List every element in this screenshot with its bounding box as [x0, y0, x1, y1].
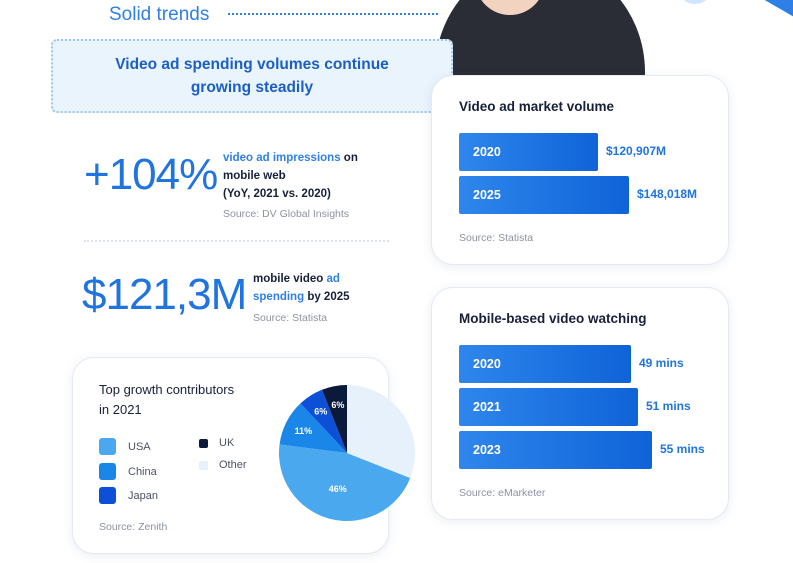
stat-impressions-after: on: [340, 152, 358, 164]
pie-label-usa: 46%: [329, 484, 347, 494]
watching-bar-2020: 2020: [459, 345, 631, 383]
legend-label-other: Other: [219, 459, 247, 471]
decorative-shape: [749, 0, 793, 22]
title-divider: [228, 13, 438, 15]
legend-swatch-other: [199, 461, 208, 470]
stat-spending-source: Source: Statista: [253, 312, 328, 324]
watching-bar-2021: 2021: [459, 388, 638, 426]
video-watching-card: Mobile-based video watching 2020 49 mins 2…: [431, 287, 729, 520]
video-watching-source: Source: eMarketer: [459, 487, 546, 499]
pie-slice-japan: [300, 389, 347, 453]
stat-impressions-source: Source: DV Global Insights: [223, 208, 350, 220]
watching-bar-2023: 2023: [459, 431, 652, 469]
growth-contributors-title: Top growth contributors in 2021: [99, 380, 234, 420]
legend-swatch-japan: [99, 487, 116, 504]
pie-slice-china: [279, 403, 347, 453]
market-value-2025: $148,018M: [637, 187, 698, 201]
headline-line-1: Video ad spending volumes continue: [115, 56, 389, 73]
stat-impressions-line3: (YoY, 2021 vs. 2020): [223, 188, 331, 200]
market-volume-card: Video ad market volume 2020 $120,907M 2025…: [431, 75, 729, 265]
stat-impressions-line2: mobile web: [223, 170, 286, 182]
pie-slice-usa: [279, 444, 411, 522]
stat-impressions-highlight: video ad impressions: [223, 152, 341, 164]
stats-divider: [84, 240, 389, 242]
market-value-2020: $120,907M: [606, 144, 667, 158]
legend-label-usa: USA: [128, 441, 151, 453]
decorative-bubble: [680, 0, 710, 4]
market-bar-2025: 2025: [459, 176, 629, 214]
watching-value-2023: 55 mins: [660, 442, 705, 456]
stat-spending-line2-post: by 2025: [304, 291, 350, 303]
stat-spending-line1-pre: mobile video: [253, 273, 327, 285]
growth-contributors-title-line1: Top growth contributors: [99, 382, 235, 397]
pie-label-china: 11%: [295, 426, 313, 436]
video-watching-title: Mobile-based video watching: [459, 311, 647, 326]
headline-box: Video ad spending volumes continue growi…: [51, 39, 453, 113]
legend-swatch-uk: [199, 439, 208, 448]
watching-value-2021: 51 mins: [646, 399, 691, 413]
growth-contributors-pie: 46%11%6%6%: [279, 385, 415, 522]
stat-spending-line2-hl: spending: [253, 291, 305, 303]
legend-label-japan: Japan: [128, 490, 158, 502]
pie-label-japan: 6%: [314, 407, 327, 417]
legend-label-uk: UK: [219, 437, 235, 449]
stat-impressions-text: video ad impressions on mobile web (YoY,…: [223, 149, 388, 203]
stat-spending-text: mobile video ad spending by 2025: [253, 270, 413, 306]
headline-line-2: growing steadily: [190, 79, 314, 96]
pie-slice-other: [347, 385, 415, 479]
stat-spending-line1-hl: ad: [326, 273, 340, 285]
market-bar-2020: 2020: [459, 133, 598, 171]
pie-label-uk: 6%: [331, 400, 344, 410]
stat-impressions-value: +104%: [84, 150, 218, 199]
watching-value-2020: 49 mins: [639, 356, 684, 370]
legend-label-china: China: [128, 466, 157, 478]
pie-slice-uk: [321, 385, 347, 453]
market-volume-source: Source: Statista: [459, 232, 534, 244]
market-volume-title: Video ad market volume: [459, 99, 615, 114]
legend-swatch-china: [99, 463, 116, 480]
stat-spending-value: $121,3M: [82, 270, 247, 319]
growth-contributors-source: Source: Zenith: [99, 521, 168, 533]
legend-swatch-usa: [99, 438, 116, 455]
section-title: Solid trends: [109, 4, 210, 25]
growth-contributors-title-line2: in 2021: [99, 402, 142, 417]
